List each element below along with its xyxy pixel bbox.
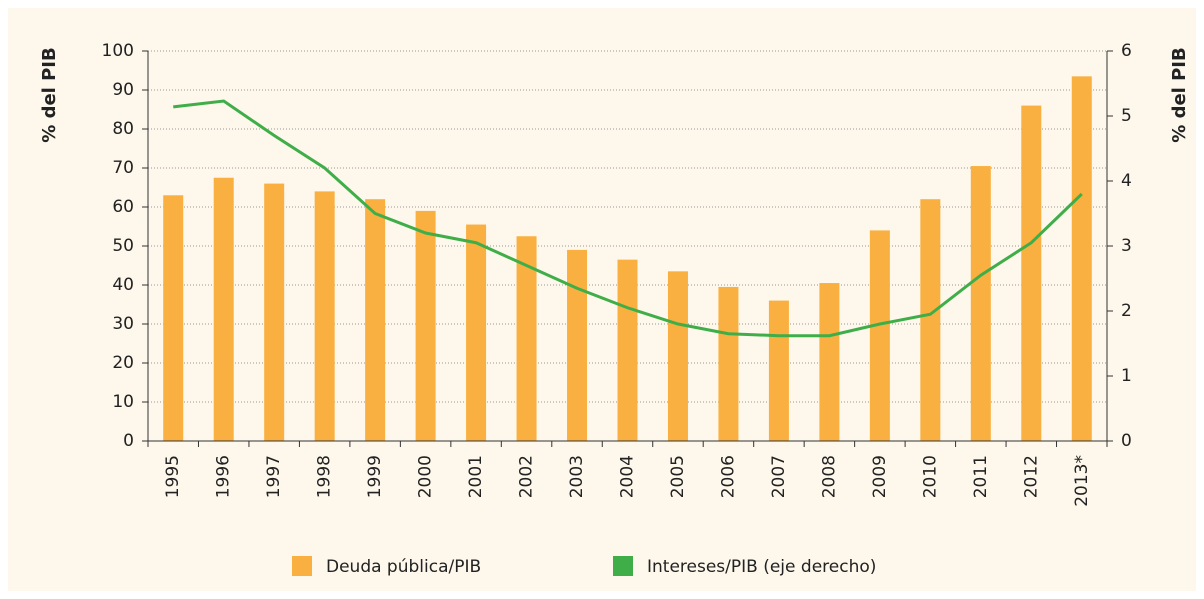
y2-axis-title: % del PIB: [1169, 47, 1190, 142]
x-tick-label: 1998: [315, 455, 335, 498]
x-tick-label: 1995: [163, 455, 183, 498]
x-tick-label: 1996: [214, 455, 234, 498]
bar: [516, 236, 537, 441]
y-tick-label: 30: [112, 314, 134, 334]
y-tick-label: 0: [123, 431, 134, 451]
x-tick-label: 2006: [718, 455, 738, 498]
x-tick-label: 2001: [466, 455, 486, 498]
x-tick-label: 2010: [920, 455, 940, 498]
y-tick-label: 40: [112, 275, 134, 295]
x-tick-label: 1999: [365, 455, 385, 498]
y2-tick-label: 2: [1121, 301, 1132, 321]
y2-tick-label: 4: [1121, 171, 1132, 191]
x-tick-label: 2013*: [1072, 455, 1092, 507]
y-tick-label: 20: [112, 353, 134, 373]
bar: [1071, 76, 1092, 441]
y2-tick-label: 3: [1121, 236, 1132, 256]
x-tick-label: 2007: [769, 455, 789, 498]
y-tick-label: 10: [112, 392, 134, 412]
bar: [466, 224, 487, 441]
y-tick-label: 100: [102, 41, 134, 61]
legend-swatch: [613, 556, 633, 576]
x-tick-label: 2011: [971, 455, 991, 498]
y-tick-label: 90: [112, 80, 134, 100]
bar: [1021, 105, 1042, 441]
x-tick-label: 2000: [416, 455, 436, 498]
bar: [718, 286, 739, 441]
bar: [567, 249, 588, 441]
x-tick-label: 2002: [517, 455, 537, 498]
legend-label: Intereses/PIB (eje derecho): [647, 557, 876, 577]
bar: [617, 259, 638, 441]
legend-swatch: [292, 556, 312, 576]
bar: [314, 191, 335, 441]
x-tick-label: 2008: [819, 455, 839, 498]
y2-tick-label: 0: [1121, 431, 1132, 451]
y-tick-label: 50: [112, 236, 134, 256]
y-tick-label: 80: [112, 119, 134, 139]
bar: [264, 183, 285, 441]
y2-tick-label: 5: [1121, 106, 1132, 126]
legend-label: Deuda pública/PIB: [326, 557, 481, 577]
y2-tick-label: 6: [1121, 41, 1132, 61]
bar: [970, 166, 991, 442]
bar: [213, 177, 234, 441]
bar: [920, 199, 941, 441]
bar: [768, 300, 789, 441]
bar: [365, 199, 386, 441]
x-tick-label: 2005: [668, 455, 688, 498]
y2-tick-label: 1: [1121, 366, 1132, 386]
y-tick-label: 60: [112, 197, 134, 217]
x-tick-label: 2004: [618, 455, 638, 498]
bar: [163, 195, 184, 441]
bar: [415, 210, 436, 441]
line: [173, 99, 1083, 338]
x-tick-label: 2009: [870, 455, 890, 498]
y-tick-label: 70: [112, 158, 134, 178]
x-tick-label: 2012: [1021, 455, 1041, 498]
bar: [667, 271, 688, 441]
bar: [869, 230, 890, 441]
x-tick-label: 1997: [264, 455, 284, 498]
y-axis-title: % del PIB: [39, 47, 60, 142]
bar: [819, 283, 840, 441]
x-tick-label: 2003: [567, 455, 587, 498]
